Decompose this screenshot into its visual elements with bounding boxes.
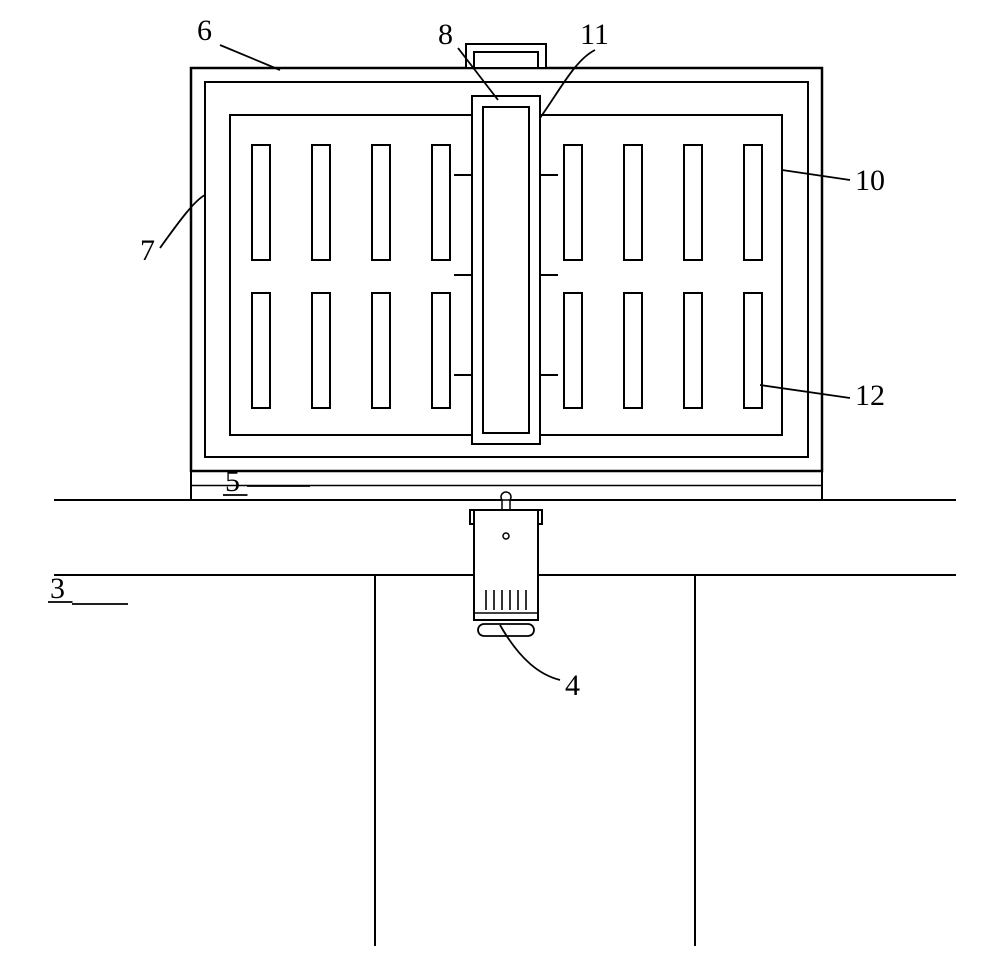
vent-slot — [564, 145, 582, 260]
vent-slot — [684, 293, 702, 408]
label-8: 8 — [438, 18, 453, 51]
vent-slot — [312, 145, 330, 260]
pedestal — [375, 575, 695, 945]
vent-slot — [744, 293, 762, 408]
vent-slot — [624, 293, 642, 408]
label-7: 7 — [140, 234, 155, 267]
vent-slot — [432, 145, 450, 260]
top-handle-inner — [474, 52, 538, 68]
label-5: 5 — [225, 465, 240, 498]
diagram-canvas: 3 4 5 6 7 8 10 11 12 — [0, 0, 1000, 962]
vent-slot — [744, 145, 762, 260]
label-6: 6 — [197, 14, 212, 47]
vent-slot — [564, 293, 582, 408]
label-4: 4 — [565, 669, 580, 702]
label-12: 12 — [855, 379, 885, 412]
label-11: 11 — [580, 18, 609, 51]
motor-shaft — [502, 500, 510, 510]
hinge-column-inner — [483, 107, 529, 433]
vent-slot — [624, 145, 642, 260]
vent-slot — [372, 145, 390, 260]
leader-6 — [220, 45, 280, 70]
vent-slot — [252, 293, 270, 408]
label-10: 10 — [855, 164, 885, 197]
vent-slot — [252, 145, 270, 260]
vent-slot — [432, 293, 450, 408]
vent-slot — [372, 293, 390, 408]
label-3: 3 — [50, 572, 65, 605]
motor-body — [474, 510, 538, 620]
vent-slot — [312, 293, 330, 408]
vent-slot — [684, 145, 702, 260]
